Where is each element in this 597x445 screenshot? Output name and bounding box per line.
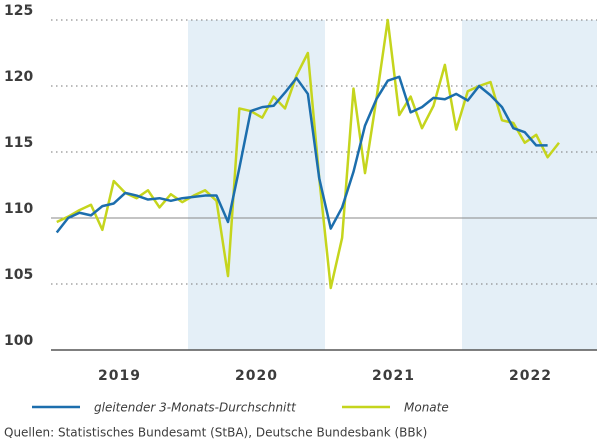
source: Quellen: Statistisches Bundesamt (StBA),… <box>4 426 427 440</box>
x-tick-label: 2020 <box>235 368 278 384</box>
y-tick-label: 105 <box>4 267 33 283</box>
y-tick-label: 120 <box>4 69 33 85</box>
legend-label: gleitender 3-Monats-Durchschnitt <box>94 401 297 415</box>
shaded-period <box>462 20 597 350</box>
shaded-period <box>188 20 325 350</box>
y-tick-label: 110 <box>4 201 33 217</box>
y-tick-label: 125 <box>4 3 33 19</box>
y-tick-label: 115 <box>4 135 33 151</box>
y-tick-label: 100 <box>4 333 33 349</box>
x-tick-label: 2019 <box>98 368 141 384</box>
x-tick-label: 2021 <box>372 368 415 384</box>
x-tick-label: 2022 <box>509 368 552 384</box>
legend-label: Monate <box>404 401 449 415</box>
data-line <box>55 75 548 234</box>
